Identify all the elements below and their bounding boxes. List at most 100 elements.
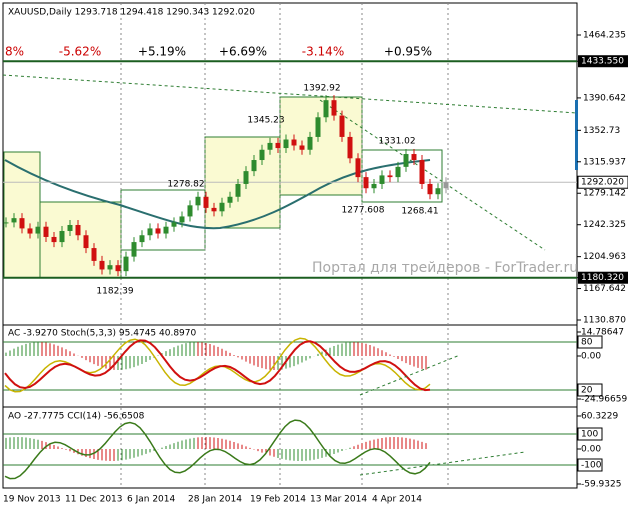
- level-box: [577, 427, 603, 441]
- period-change: -3.14%: [302, 45, 344, 59]
- candle: [51, 236, 57, 243]
- candle: [19, 218, 25, 229]
- candle: [187, 205, 193, 217]
- candle: [139, 235, 145, 243]
- y-tick-label: 1242.325: [583, 220, 626, 230]
- candle: [235, 183, 241, 197]
- price-label: 1268.41: [401, 207, 438, 217]
- period-change: 8%: [5, 45, 24, 59]
- y-tick-label: 1352.73: [583, 126, 620, 136]
- candle: [171, 222, 177, 227]
- y-tick-label: 1167.642: [583, 284, 626, 294]
- watermark: Портал для трейдеров - ForTrader.ru: [312, 260, 578, 276]
- candle: [147, 228, 153, 236]
- candle: [27, 228, 33, 234]
- level-box: [577, 458, 603, 472]
- oscillator: [4, 339, 431, 392]
- candle: [43, 226, 49, 237]
- oscillator: [4, 419, 431, 480]
- candle: [251, 160, 257, 172]
- y-tick-label: 20: [581, 386, 593, 396]
- moving-average: [4, 159, 431, 230]
- candle: [11, 218, 17, 223]
- candle: [3, 222, 9, 224]
- level-box: [577, 335, 603, 349]
- candle: [227, 196, 233, 203]
- candle: [427, 183, 433, 195]
- candle: [267, 142, 273, 150]
- date-label: 6 Jan 2014: [127, 495, 175, 505]
- level-label: 1180.320: [581, 273, 624, 283]
- candle: [179, 216, 185, 223]
- candle: [371, 183, 377, 189]
- candle: [315, 117, 321, 137]
- candle: [283, 139, 289, 149]
- candle: [59, 230, 65, 243]
- candle: [195, 196, 201, 206]
- candle: [419, 160, 425, 184]
- y-tick-label: 1315.937: [583, 157, 626, 167]
- candle: [379, 175, 385, 184]
- date-label: 19 Feb 2014: [250, 495, 306, 505]
- candle: [403, 154, 409, 167]
- candle: [299, 145, 305, 150]
- date-label: 11 Dec 2013: [65, 495, 123, 505]
- level-label: 1433.550: [581, 57, 624, 67]
- y-tick-label: 1130.870: [583, 316, 626, 326]
- current-label: 1292.020: [581, 178, 624, 188]
- y-tick-label: 1464.235: [583, 31, 626, 41]
- ao-header: AO -27.7775 CCI(14) -56.6508: [8, 412, 145, 422]
- candle: [155, 228, 161, 234]
- candle: [219, 202, 225, 212]
- candle: [307, 136, 313, 150]
- y-tick-label: 60.3229: [581, 412, 618, 422]
- period-change: +0.95%: [384, 45, 432, 59]
- candle: [131, 242, 137, 257]
- candle: [331, 100, 337, 116]
- candle: [411, 154, 417, 161]
- y-tick-label: -24.96659: [581, 395, 627, 405]
- candle: [323, 100, 329, 118]
- period-change: +6.69%: [219, 45, 267, 59]
- y-tick-label: 0.00: [581, 352, 601, 362]
- candle: [211, 207, 217, 212]
- candle: [355, 158, 361, 178]
- price-label: 1277.608: [342, 206, 385, 216]
- period-change: +5.19%: [138, 45, 186, 59]
- chart-header: XAUUSD,Daily 1293.718 1294.418 1290.343 …: [8, 8, 255, 18]
- date-label: 28 Jan 2014: [188, 495, 242, 505]
- y-tick-label: -100: [581, 461, 602, 471]
- candle: [275, 142, 281, 149]
- price-label: 1392.92: [303, 84, 340, 94]
- candle: [203, 196, 209, 208]
- date-label: 19 Nov 2013: [3, 495, 61, 505]
- trend-line: [359, 451, 526, 476]
- y-tick-label: 80: [581, 338, 593, 348]
- price-label: 1331.02: [378, 137, 415, 147]
- scroll-marker: [575, 100, 578, 170]
- date-label: 4 Apr 2014: [372, 495, 422, 505]
- candle: [259, 149, 265, 161]
- price-label: 1345.23: [247, 116, 284, 126]
- price-label: 1278.82: [167, 180, 204, 190]
- candle: [435, 188, 441, 195]
- period-change: -5.62%: [59, 45, 101, 59]
- candle: [363, 177, 369, 189]
- y-tick-label: 100: [581, 430, 598, 440]
- ac-header: AC -3.9270 Stoch(5,3,3) 95.4745 40.8970: [8, 329, 196, 339]
- candle: [387, 175, 393, 178]
- candle: [339, 115, 345, 137]
- candle: [243, 171, 249, 184]
- separators: [120, 3, 449, 488]
- y-tick-label: 1204.963: [583, 252, 626, 262]
- candle: [107, 265, 113, 270]
- level-box: [578, 55, 628, 68]
- y-tick-label: 0.00: [581, 445, 601, 455]
- candle: [395, 166, 401, 178]
- candle: [35, 226, 41, 234]
- candle: [291, 139, 297, 146]
- current-box: [577, 175, 628, 189]
- y-tick-label: 14.78647: [581, 328, 624, 338]
- candle: [75, 224, 81, 236]
